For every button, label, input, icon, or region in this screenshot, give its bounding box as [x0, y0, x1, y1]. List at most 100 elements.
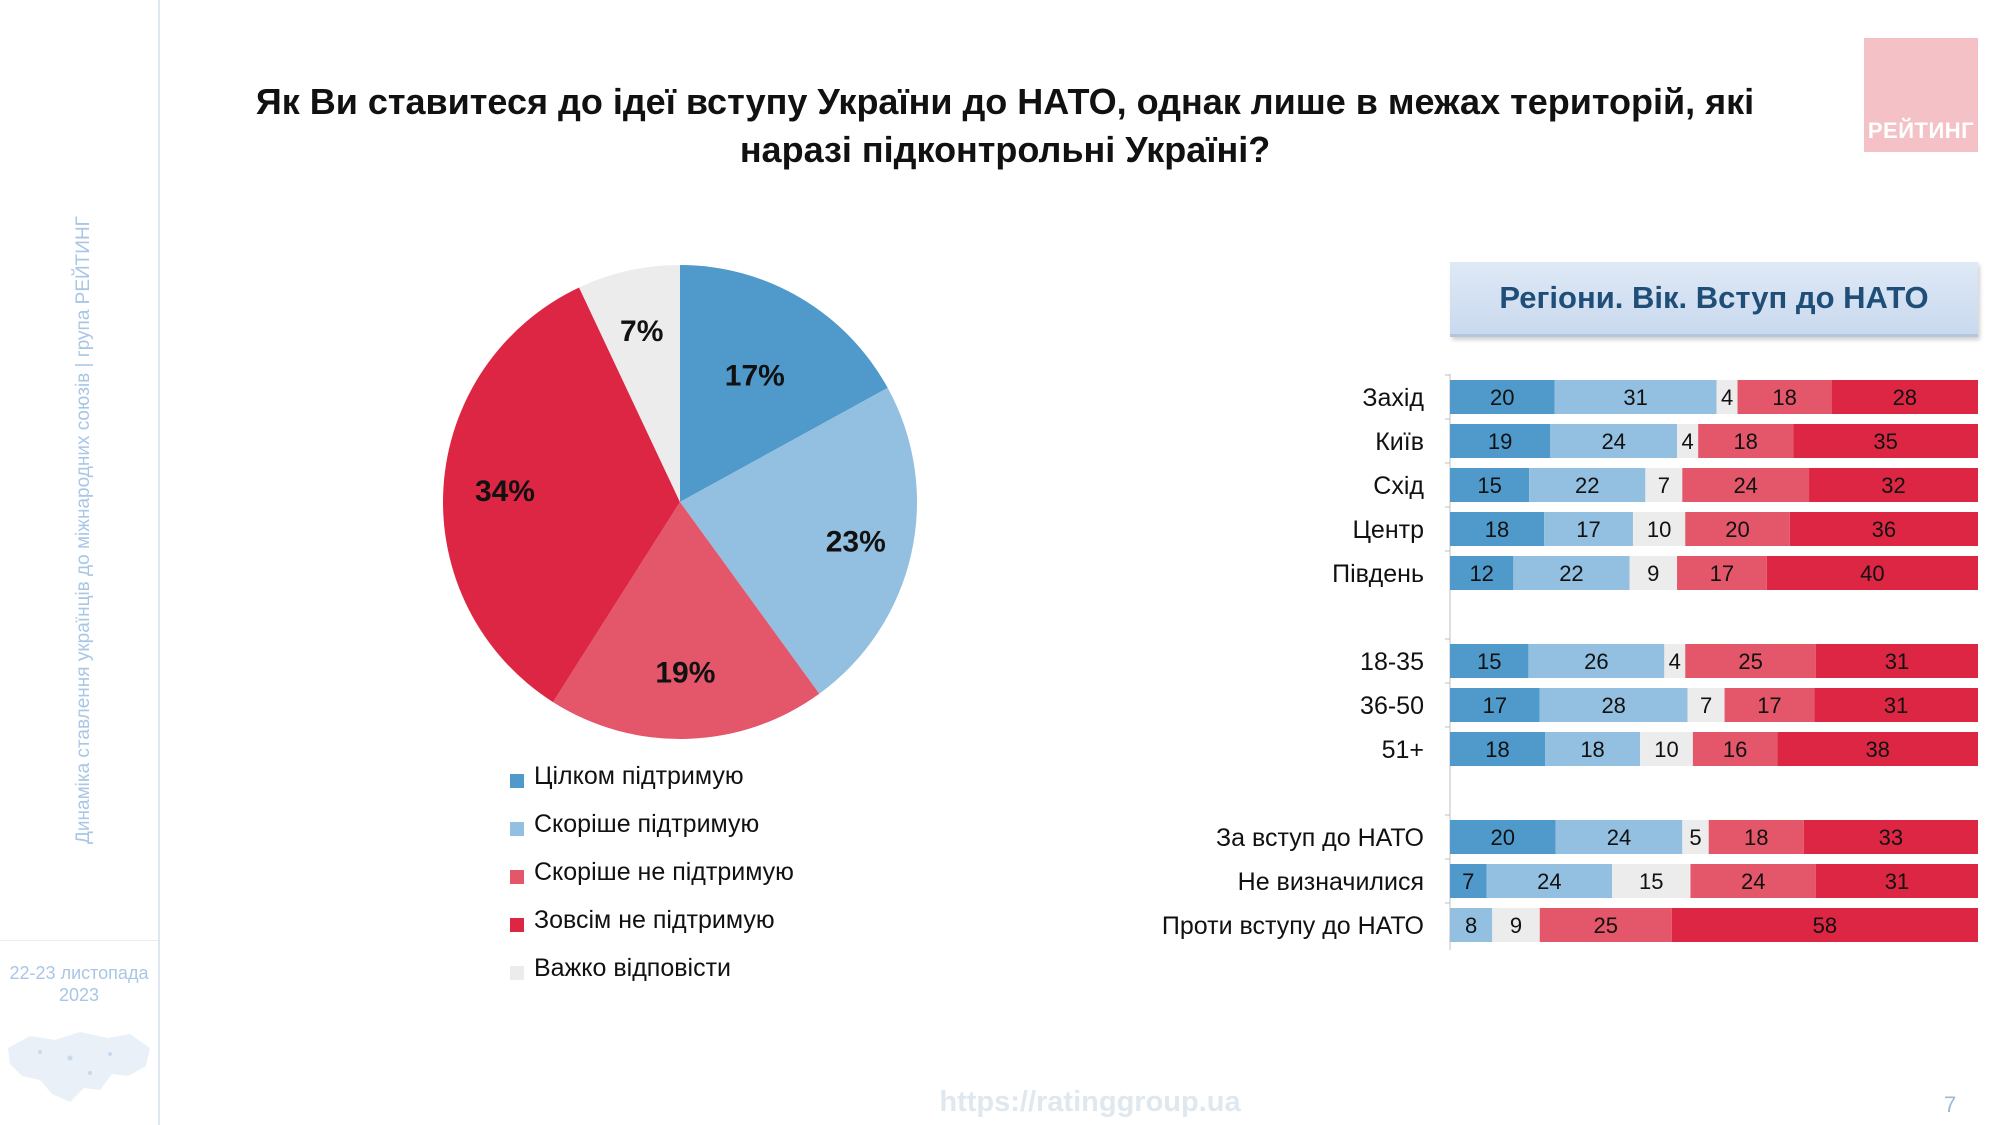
bar-data-label: 31	[1623, 385, 1647, 410]
bar-segment	[1682, 468, 1810, 502]
bar-segment	[1815, 864, 1978, 898]
legend-label: Зовсім не підтримую	[534, 906, 775, 934]
bar-category-label: 51+	[1382, 736, 1424, 764]
bar-data-label: 26	[1584, 649, 1608, 674]
bar-data-label: 18	[1485, 737, 1509, 762]
legend-label: Скоріше не підтримую	[534, 858, 794, 886]
bar-segment	[1450, 864, 1487, 898]
bar-segment	[1737, 380, 1832, 414]
bar-data-label: 10	[1647, 517, 1671, 542]
bar-segment	[1777, 732, 1978, 766]
bar-segment	[1724, 688, 1815, 722]
bar-segment	[1450, 424, 1551, 458]
bar-segment	[1450, 512, 1545, 546]
bar-category-label: Київ	[1375, 428, 1424, 456]
bar-data-label: 24	[1741, 869, 1765, 894]
sidebar: Динаміка ставлення українців до міжнарод…	[0, 0, 160, 1125]
bar-segment	[1450, 468, 1530, 502]
bar-segment	[1450, 820, 1556, 854]
bar-data-label: 4	[1669, 649, 1681, 674]
bar-data-label: 25	[1594, 913, 1618, 938]
bar-segment	[1450, 556, 1514, 590]
bar-segment	[1554, 380, 1717, 414]
bar-segment	[1640, 732, 1693, 766]
legend-label: Цілком підтримую	[534, 762, 744, 790]
legend-swatch	[510, 918, 524, 932]
bar-data-label: 17	[1483, 693, 1507, 718]
pie-data-label: 7%	[620, 315, 663, 348]
legend-swatch	[510, 966, 524, 980]
sidebar-divider	[0, 940, 158, 941]
bar-category-label: Центр	[1352, 516, 1424, 544]
bar-data-label: 24	[1733, 473, 1757, 498]
bar-data-label: 4	[1681, 429, 1693, 454]
bar-segment	[1629, 556, 1678, 590]
pie-slice	[443, 287, 680, 703]
bar-segment	[1545, 732, 1641, 766]
bar-segment	[1685, 644, 1816, 678]
bar-segment	[1529, 468, 1646, 502]
bar-segment	[1539, 908, 1672, 942]
bar-data-label: 24	[1607, 825, 1631, 850]
bar-data-label: 31	[1885, 869, 1909, 894]
legend-swatch	[510, 822, 524, 836]
rating-logo-text: РЕЙТИНГ	[1867, 118, 1975, 143]
bar-segment	[1682, 820, 1709, 854]
bar-data-label: 19	[1488, 429, 1512, 454]
pie-data-label: 19%	[655, 657, 715, 690]
bar-data-label: 7	[1700, 693, 1712, 718]
bar-data-label: 32	[1881, 473, 1905, 498]
bar-data-label: 4	[1721, 385, 1733, 410]
bar-segment	[1677, 556, 1767, 590]
pie-data-label: 17%	[725, 360, 785, 393]
bar-data-label: 33	[1879, 825, 1903, 850]
pie-slice	[680, 387, 917, 694]
bar-segment	[1677, 424, 1699, 458]
bar-data-label: 7	[1462, 869, 1474, 894]
bar-segment	[1550, 424, 1678, 458]
pie-slice	[553, 502, 820, 739]
bar-data-label: 15	[1639, 869, 1663, 894]
survey-date-line1: 22-23 листопада	[9, 963, 149, 983]
bar-data-label: 25	[1738, 649, 1762, 674]
legend-swatch	[510, 774, 524, 788]
bar-category-label: 36-50	[1360, 692, 1424, 720]
bar-data-label: 5	[1689, 825, 1701, 850]
bar-data-label: 40	[1860, 561, 1884, 586]
bar-data-label: 22	[1559, 561, 1583, 586]
bar-segment	[1814, 688, 1978, 722]
bar-data-label: 15	[1477, 649, 1501, 674]
bar-data-label: 17	[1757, 693, 1781, 718]
bar-data-label: 9	[1647, 561, 1659, 586]
bar-data-label: 38	[1865, 737, 1889, 762]
bar-data-label: 35	[1873, 429, 1897, 454]
bar-segment	[1766, 556, 1978, 590]
bar-segment	[1539, 688, 1688, 722]
footer-url[interactable]: https://ratinggroup.ua	[939, 1086, 1241, 1118]
bar-segment	[1698, 424, 1794, 458]
bar-segment	[1450, 688, 1540, 722]
bar-data-label: 18	[1733, 429, 1757, 454]
bar-segment	[1528, 644, 1665, 678]
pie-data-label: 23%	[826, 525, 886, 558]
bar-data-label: 24	[1537, 869, 1561, 894]
bar-data-label: 31	[1884, 693, 1908, 718]
bar-segment	[1692, 732, 1778, 766]
bar-category-label: Захід	[1362, 384, 1424, 412]
bar-data-label: 17	[1576, 517, 1600, 542]
bar-data-label: 10	[1654, 737, 1678, 762]
bar-data-label: 22	[1575, 473, 1599, 498]
bar-data-label: 12	[1469, 561, 1493, 586]
bar-data-label: 9	[1510, 913, 1522, 938]
bar-segment	[1716, 380, 1738, 414]
bar-data-label: 24	[1601, 429, 1625, 454]
bar-segment	[1687, 688, 1725, 722]
bar-segment	[1450, 644, 1529, 678]
bar-chart-title-text: Регіони. Вік. Вступ до НАТО	[1499, 280, 1929, 315]
bar-category-label: Схід	[1373, 472, 1424, 500]
bar-segment	[1513, 556, 1630, 590]
bar-data-label: 18	[1744, 825, 1768, 850]
bar-data-label: 15	[1477, 473, 1501, 498]
bar-segment	[1450, 380, 1555, 414]
bar-data-label: 18	[1580, 737, 1604, 762]
